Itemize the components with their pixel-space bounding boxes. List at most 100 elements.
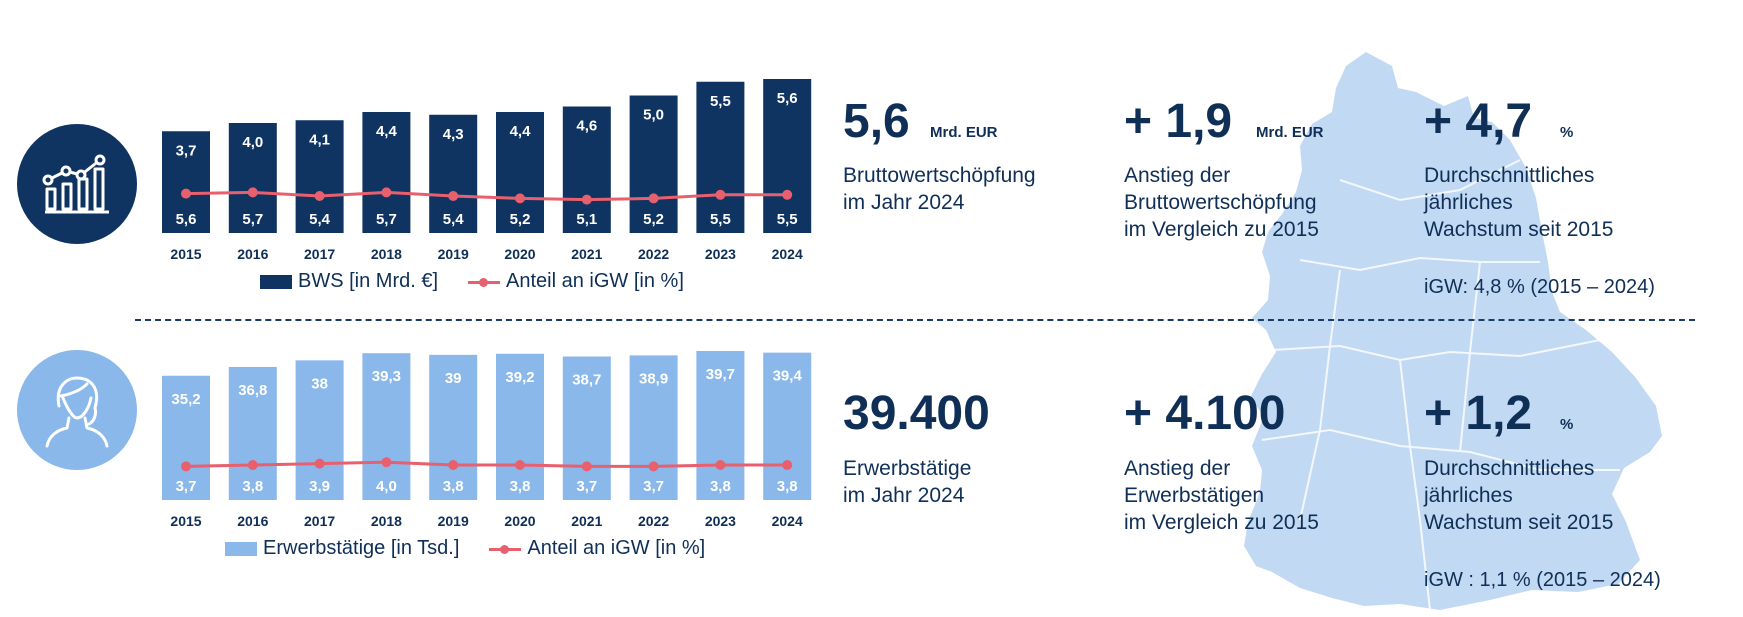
bws-year-label: 2021 <box>571 246 602 262</box>
employees-bar-label: 38,9 <box>639 370 668 387</box>
employees-year-label: 2017 <box>304 513 335 529</box>
bottom-kpi1-description: Erwerbstätige im Jahr 2024 <box>843 457 972 507</box>
bws-share-point <box>715 189 726 200</box>
bws-share-label: 5,5 <box>710 211 731 228</box>
bws-share-point <box>448 191 459 201</box>
top-kpi2-description: Anstieg der Bruttowertschöpfung im Verglei… <box>1124 164 1319 241</box>
bws-bar <box>429 114 478 233</box>
bws-bar <box>696 81 745 233</box>
bws-year-label: 2022 <box>638 246 669 262</box>
employees-share-label: 3,9 <box>309 478 330 495</box>
employees-share-point <box>314 458 325 469</box>
employees-year-label: 2021 <box>571 513 602 529</box>
employees-share-label: 3,7 <box>176 478 197 495</box>
top-kpi3-description: Durchschnittliches jährliches Wachstum sei… <box>1424 164 1614 241</box>
employees-share-point <box>581 461 592 472</box>
employees-share-point <box>247 460 258 470</box>
bws-share-point <box>782 189 793 200</box>
bws-year-label: 2018 <box>371 246 402 262</box>
bws-year-label: 2020 <box>504 246 535 262</box>
bws-bar-label: 5,0 <box>643 107 664 124</box>
bws-year-label: 2015 <box>170 246 201 262</box>
bws-share-label: 5,5 <box>777 211 798 228</box>
bws-bar <box>162 131 210 233</box>
bws-bar-label: 4,0 <box>242 134 263 151</box>
legend-swatch-share <box>468 275 501 289</box>
top-kpi2-unit: Mrd. EUR <box>1256 124 1324 141</box>
employees-year-label: 2024 <box>772 513 803 529</box>
bws-share-point <box>515 193 525 204</box>
legend-swatch-share-2 <box>489 542 522 556</box>
employees-year-label: 2015 <box>170 513 201 529</box>
bws-share-point <box>181 188 191 199</box>
bws-year-label: 2017 <box>304 246 335 262</box>
bws-bar <box>362 112 411 233</box>
employees-share-point <box>448 460 459 470</box>
growth-chart-icon <box>42 154 109 214</box>
bws-bar <box>763 79 812 233</box>
bws-year-label: 2016 <box>237 246 268 262</box>
bws-bar-label: 4,4 <box>510 123 532 140</box>
bws-share-point <box>581 194 592 205</box>
bws-share-point <box>314 191 325 201</box>
employees-share-label: 3,7 <box>576 478 597 495</box>
legend-label-employees: Erwerbstätige [in Tsd.] <box>263 537 460 559</box>
bws-share-label: 5,4 <box>443 211 465 228</box>
bottom-legend: Erwerbstätige [in Tsd.] Anteil an iGW [i… <box>225 537 705 560</box>
top-legend: BWS [in Mrd. €] Anteil an iGW [in %] <box>260 270 684 293</box>
employees-share-label: 4,0 <box>376 478 397 495</box>
employees-share-label: 3,8 <box>777 478 798 495</box>
employees-share-point <box>648 461 659 472</box>
bws-bar-label: 5,5 <box>710 93 731 110</box>
legend-label-bws: BWS [in Mrd. €] <box>298 270 439 292</box>
employees-bar-label: 39,4 <box>773 368 803 385</box>
top-kpi3-value: + 4,7 <box>1424 95 1533 148</box>
employees-bar <box>629 355 678 500</box>
bottom-kpi2-description: Anstieg der Erwerbstätigen im Vergleich zu… <box>1124 457 1319 534</box>
legend-label-share: Anteil an iGW [in %] <box>506 270 684 292</box>
bws-share-point <box>381 187 392 198</box>
employees-bar-label: 39,2 <box>505 369 534 386</box>
bottom-kpi3-value: + 1,2 <box>1424 387 1533 440</box>
employees-bar <box>228 366 277 500</box>
top-kpi1-value: 5,6 <box>843 95 910 148</box>
bws-share-point <box>247 187 258 198</box>
bws-bar-label: 4,3 <box>443 126 464 143</box>
bws-bar-label: 3,7 <box>176 142 197 159</box>
legend-label-share-2: Anteil an iGW [in %] <box>527 537 706 559</box>
employees-bar-label: 36,8 <box>238 382 267 399</box>
bws-share-label: 5,4 <box>309 211 331 228</box>
bottom-kpi3-unit: % <box>1560 416 1574 433</box>
employees-bar-label: 39,7 <box>706 366 735 383</box>
employees-bar-label: 35,2 <box>171 391 200 408</box>
bws-year-label: 2019 <box>438 246 469 262</box>
employees-bar <box>696 351 745 500</box>
employees-share-point <box>515 460 525 470</box>
employees-year-label: 2020 <box>504 513 535 529</box>
employees-bar <box>496 353 544 500</box>
bws-bar-label: 4,1 <box>309 131 330 148</box>
bws-bar-label: 5,6 <box>777 90 798 107</box>
bws-icon-circle <box>17 124 137 244</box>
bws-year-label: 2024 <box>772 246 803 262</box>
bottom-kpi3-description: Durchschnittliches jährliches Wachstum sei… <box>1424 457 1614 534</box>
top-kpi1-unit: Mrd. EUR <box>930 124 998 141</box>
employees-share-point <box>181 461 191 472</box>
employees-bar <box>162 375 210 500</box>
bws-share-point <box>648 193 659 204</box>
employees-bar-label: 38,7 <box>572 372 601 389</box>
section-divider <box>135 319 1695 321</box>
employees-bar-label: 39 <box>445 370 462 387</box>
employees-bar <box>362 353 411 500</box>
employees-share-point <box>782 460 793 470</box>
employees-share-label: 3,7 <box>643 478 664 495</box>
employees-share-label: 3,8 <box>510 478 531 495</box>
bws-bar <box>228 123 277 233</box>
top-igw-comparison: iGW: 4,8 % (2015 – 2024) <box>1424 276 1655 298</box>
top-kpi3-unit: % <box>1560 124 1574 141</box>
employees-year-label: 2022 <box>638 513 669 529</box>
bottom-kpi1-value: 39.400 <box>843 387 990 440</box>
employees-bar <box>295 360 344 500</box>
employees-share-line <box>185 460 788 468</box>
